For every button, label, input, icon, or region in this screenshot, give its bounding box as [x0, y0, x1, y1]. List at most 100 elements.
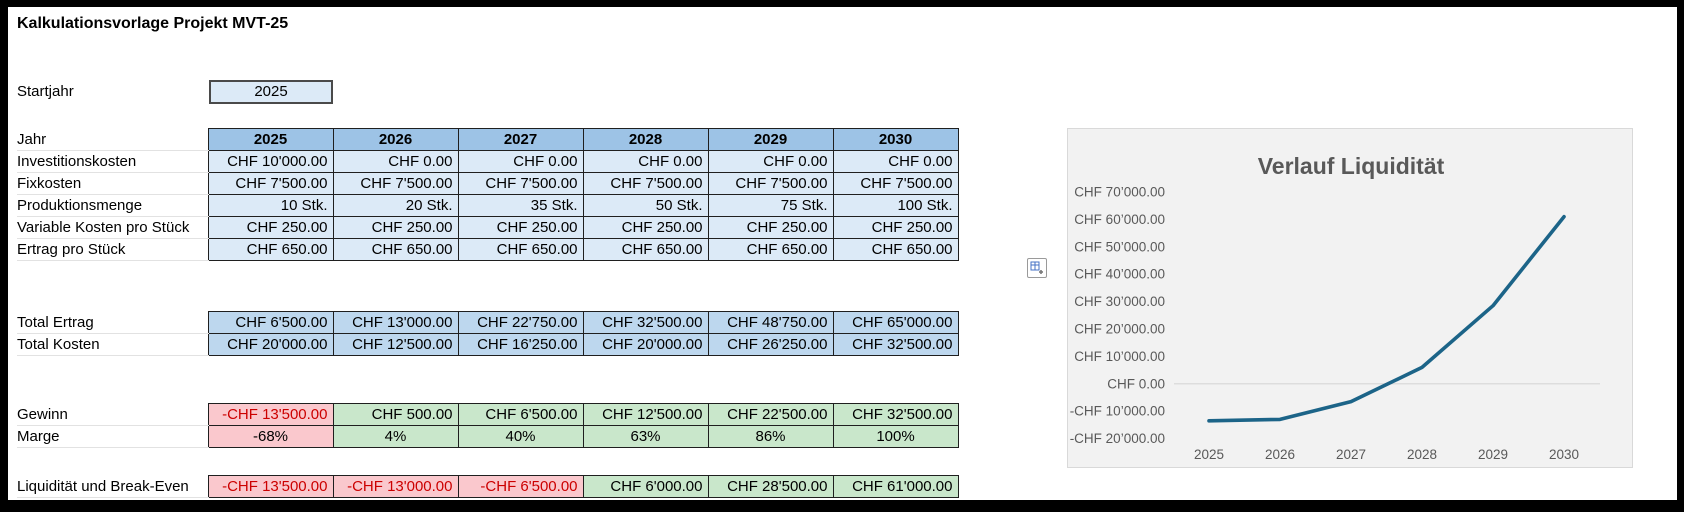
- x-axis-label: 2025: [1194, 447, 1224, 462]
- table-cell[interactable]: CHF 650.00: [707, 238, 834, 261]
- table-cell[interactable]: CHF 250.00: [207, 216, 334, 239]
- table-cell[interactable]: CHF 250.00: [582, 216, 709, 239]
- table-cell[interactable]: -CHF 13'500.00: [207, 475, 334, 498]
- table-cell[interactable]: 2030: [832, 128, 959, 151]
- paste-options-icon[interactable]: [1027, 258, 1047, 278]
- table-cell[interactable]: CHF 10'000.00: [207, 150, 334, 173]
- row-label[interactable]: Total Ertrag: [17, 311, 208, 334]
- chart-title: Verlauf Liquidität: [1258, 153, 1445, 179]
- row-label[interactable]: Total Kosten: [17, 333, 208, 356]
- table-cell[interactable]: CHF 48'750.00: [707, 311, 834, 334]
- table-cell[interactable]: CHF 6'500.00: [207, 311, 334, 334]
- y-axis-label: CHF 30’000.00: [1074, 294, 1165, 309]
- table-cell[interactable]: CHF 61'000.00: [832, 475, 959, 498]
- table-cell[interactable]: -CHF 13'500.00: [207, 403, 334, 426]
- row-label[interactable]: Liquidität und Break-Even: [17, 475, 208, 498]
- y-axis-label: -CHF 20’000.00: [1070, 431, 1165, 446]
- calculation-table: Jahr 2025 2026 2027 2028 2029 2030 Investitions…: [17, 128, 959, 261]
- table-cell[interactable]: CHF 26'250.00: [707, 333, 834, 356]
- table-cell[interactable]: 10 Stk.: [207, 194, 334, 217]
- table-cell[interactable]: CHF 7'500.00: [582, 172, 709, 195]
- table-cell[interactable]: CHF 250.00: [707, 216, 834, 239]
- y-axis-label: CHF 50’000.00: [1074, 239, 1165, 254]
- y-axis-label: -CHF 10’000.00: [1070, 404, 1165, 419]
- table-cell[interactable]: 2027: [457, 128, 584, 151]
- table-cell[interactable]: CHF 32'500.00: [832, 403, 959, 426]
- table-cell[interactable]: CHF 500.00: [332, 403, 459, 426]
- table-cell[interactable]: CHF 250.00: [332, 216, 459, 239]
- table-cell[interactable]: CHF 32'500.00: [582, 311, 709, 334]
- table-cell[interactable]: CHF 7'500.00: [207, 172, 334, 195]
- table-cell[interactable]: CHF 650.00: [582, 238, 709, 261]
- y-axis-label: CHF 20’000.00: [1074, 322, 1165, 337]
- table-cell[interactable]: 86%: [707, 425, 834, 448]
- row-label[interactable]: Gewinn: [17, 403, 208, 426]
- table-cell[interactable]: 63%: [582, 425, 709, 448]
- table-cell[interactable]: CHF 6'000.00: [582, 475, 709, 498]
- table-cell[interactable]: 20 Stk.: [332, 194, 459, 217]
- spreadsheet: Kalkulationsvorlage Projekt MVT-25 Start…: [8, 7, 1677, 500]
- table-cell[interactable]: CHF 13'000.00: [332, 311, 459, 334]
- table-cell[interactable]: CHF 650.00: [207, 238, 334, 261]
- table-cell[interactable]: CHF 6'500.00: [457, 403, 584, 426]
- table-cell[interactable]: 2028: [582, 128, 709, 151]
- table-cell[interactable]: CHF 20'000.00: [207, 333, 334, 356]
- liquidity-line[interactable]: [1207, 214, 1566, 423]
- table-cell[interactable]: CHF 7'500.00: [457, 172, 584, 195]
- row-label[interactable]: Produktionsmenge: [17, 194, 208, 217]
- table-cell[interactable]: CHF 650.00: [332, 238, 459, 261]
- table-cell[interactable]: -68%: [207, 425, 334, 448]
- table-cell[interactable]: CHF 0.00: [332, 150, 459, 173]
- table-cell[interactable]: 100%: [832, 425, 959, 448]
- table-cell[interactable]: -CHF 13'000.00: [332, 475, 459, 498]
- table-cell[interactable]: 50 Stk.: [582, 194, 709, 217]
- x-axis-label: 2030: [1549, 447, 1579, 462]
- table-cell[interactable]: CHF 12'500.00: [582, 403, 709, 426]
- table-cell[interactable]: CHF 250.00: [457, 216, 584, 239]
- table-cell[interactable]: CHF 16'250.00: [457, 333, 584, 356]
- table-cell[interactable]: 75 Stk.: [707, 194, 834, 217]
- x-axis-label: 2029: [1478, 447, 1508, 462]
- table-cell[interactable]: CHF 28'500.00: [707, 475, 834, 498]
- row-label[interactable]: Marge: [17, 425, 208, 448]
- y-axis-label: CHF 60’000.00: [1074, 212, 1165, 227]
- row-label[interactable]: Investitionskosten: [17, 150, 208, 173]
- table-cell[interactable]: CHF 0.00: [707, 150, 834, 173]
- table-cell[interactable]: 4%: [332, 425, 459, 448]
- table-cell[interactable]: -CHF 6'500.00: [457, 475, 584, 498]
- table-cell[interactable]: CHF 32'500.00: [832, 333, 959, 356]
- table-cell[interactable]: CHF 250.00: [832, 216, 959, 239]
- table-cell[interactable]: CHF 0.00: [457, 150, 584, 173]
- results-table: Gewinn -CHF 13'500.00 CHF 500.00 CHF 6'500.…: [17, 403, 959, 448]
- table-cell[interactable]: CHF 650.00: [457, 238, 584, 261]
- liquidity-chart[interactable]: Verlauf Liquidität CHF 70’000.00 CHF 60’00…: [1067, 128, 1633, 468]
- table-cell[interactable]: CHF 20'000.00: [582, 333, 709, 356]
- row-label[interactable]: Ertrag pro Stück: [17, 238, 208, 261]
- y-axis-label: CHF 0.00: [1107, 376, 1165, 391]
- table-cell[interactable]: 2025: [207, 128, 334, 151]
- row-label[interactable]: Variable Kosten pro Stück: [17, 216, 208, 239]
- row-label[interactable]: Jahr: [17, 128, 208, 151]
- table-cell[interactable]: 100 Stk.: [832, 194, 959, 217]
- table-cell[interactable]: 2026: [332, 128, 459, 151]
- x-axis-label: 2026: [1265, 447, 1295, 462]
- table-cell[interactable]: 35 Stk.: [457, 194, 584, 217]
- table-cell[interactable]: CHF 0.00: [832, 150, 959, 173]
- table-cell[interactable]: CHF 0.00: [582, 150, 709, 173]
- startjahr-input[interactable]: 2025: [209, 80, 333, 104]
- row-label[interactable]: Fixkosten: [17, 172, 208, 195]
- table-cell[interactable]: CHF 22'500.00: [707, 403, 834, 426]
- table-cell[interactable]: CHF 65'000.00: [832, 311, 959, 334]
- totals-table: Total Ertrag CHF 6'500.00 CHF 13'000.00 CHF…: [17, 311, 959, 356]
- table-cell[interactable]: CHF 7'500.00: [832, 172, 959, 195]
- table-cell[interactable]: 40%: [457, 425, 584, 448]
- table-cell[interactable]: CHF 22'750.00: [457, 311, 584, 334]
- y-axis-label: CHF 40’000.00: [1074, 267, 1165, 282]
- table-cell[interactable]: CHF 7'500.00: [707, 172, 834, 195]
- table-cell[interactable]: 2029: [707, 128, 834, 151]
- table-cell[interactable]: CHF 650.00: [832, 238, 959, 261]
- table-cell[interactable]: CHF 12'500.00: [332, 333, 459, 356]
- paste-options-glyph: [1030, 261, 1043, 274]
- table-cell[interactable]: CHF 7'500.00: [332, 172, 459, 195]
